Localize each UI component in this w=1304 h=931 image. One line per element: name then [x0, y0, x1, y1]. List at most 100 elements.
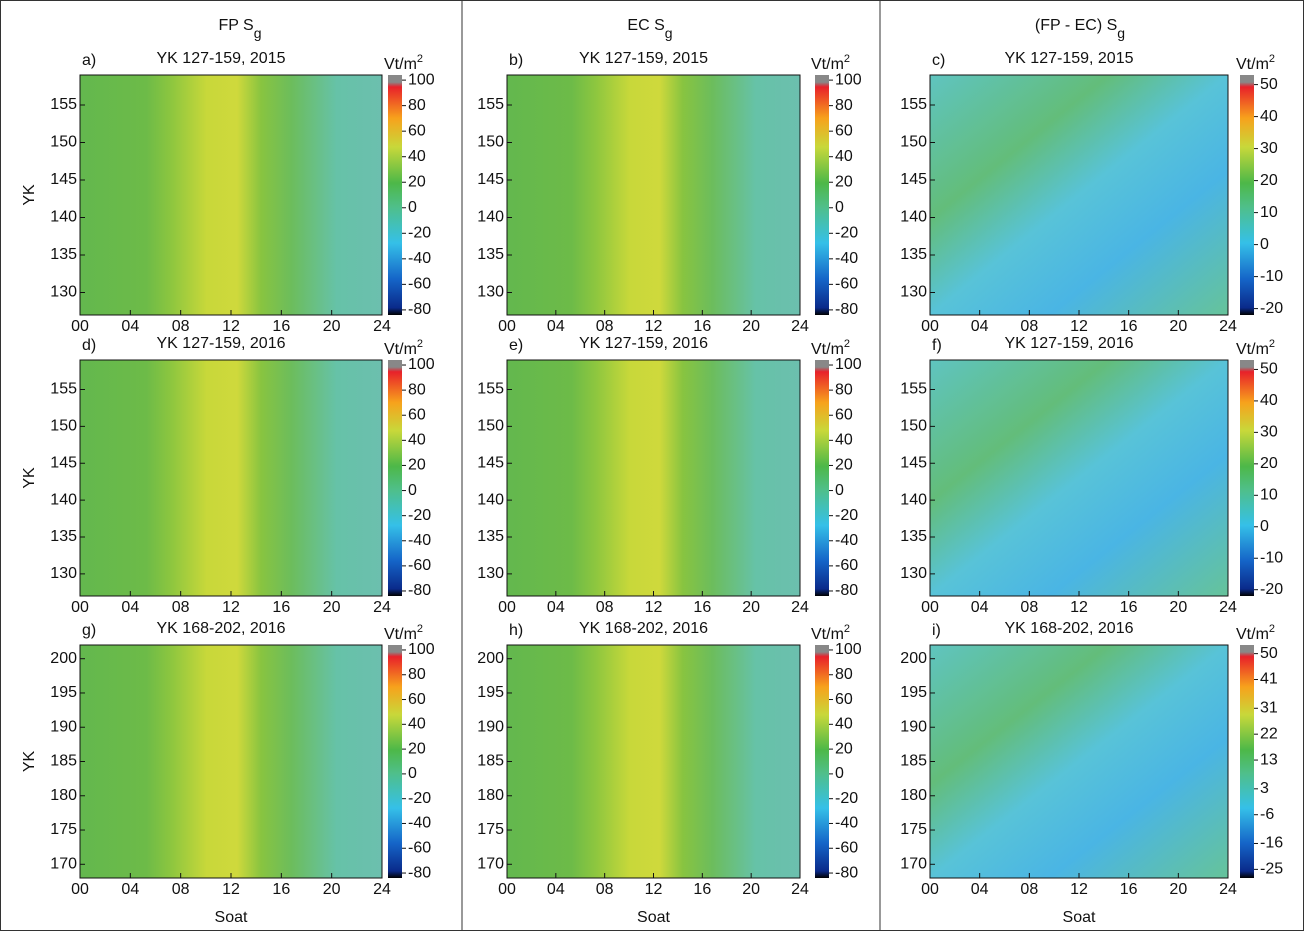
colorbar-tick-label: 80: [835, 97, 853, 114]
y-tick-label: 140: [900, 491, 927, 508]
unit-text: Vt/m: [1236, 56, 1269, 73]
colorbar-tick-label: 0: [408, 765, 417, 782]
x-tick-label: 04: [121, 318, 139, 335]
colorbar-unit: Vt/m2: [1236, 623, 1275, 643]
y-tick-label: 195: [50, 684, 77, 701]
heatmap-field: [929, 74, 1229, 316]
y-tick-label: 150: [477, 134, 504, 151]
x-tick-label: 20: [1169, 318, 1187, 335]
panel-label: i): [932, 622, 941, 639]
x-tick-label: 20: [323, 318, 341, 335]
y-tick-label: 185: [50, 753, 77, 770]
colorbar-tick-label: 30: [1260, 424, 1278, 441]
x-tick-label: 16: [272, 881, 290, 898]
colorbar-tick-label: 60: [835, 122, 853, 139]
x-tick-label: 16: [693, 881, 711, 898]
colorbar-tick-label: -20: [835, 790, 858, 807]
x-tick-label: 12: [222, 881, 240, 898]
colorbar-tick-label: -80: [835, 301, 858, 318]
unit-text: Vt/m: [1236, 341, 1269, 358]
colorbar-tick-label: 20: [1260, 455, 1278, 472]
colorbar-tick-label: 0: [835, 199, 844, 216]
colorbar-tick-label: 0: [1260, 518, 1269, 535]
header-text: EC S: [627, 17, 664, 34]
heatmap-field: [79, 359, 383, 597]
y-tick-label: 200: [477, 650, 504, 667]
colorbar-tick-label: 40: [408, 148, 426, 165]
y-tick-label: 150: [50, 418, 77, 435]
colorbar: [1240, 360, 1254, 596]
colorbar-tick-label: 31: [1260, 700, 1278, 717]
y-tick-label: 200: [900, 650, 927, 667]
colorbar-tick-label: 20: [1260, 172, 1278, 189]
y-tick-label: 145: [900, 171, 927, 188]
x-tick-label: 16: [693, 318, 711, 335]
colorbar-tick-label: -40: [408, 532, 431, 549]
colorbar-tick-label: 80: [408, 381, 426, 398]
colorbar: [815, 645, 829, 878]
x-tick-label: 24: [373, 881, 391, 898]
y-tick-label: 195: [900, 684, 927, 701]
colorbar-tick-label: -40: [408, 250, 431, 267]
x-tick-label: 00: [921, 881, 939, 898]
colorbar-tick-label: 40: [835, 432, 853, 449]
colorbar-tick-label: 100: [408, 641, 435, 658]
x-tick-label: 08: [172, 318, 190, 335]
header-sub: g: [1117, 25, 1125, 41]
colorbar-unit: Vt/m2: [384, 53, 423, 73]
y-tick-label: 140: [50, 491, 77, 508]
y-tick-label: 170: [477, 856, 504, 873]
unit-text: Vt/m: [384, 626, 417, 643]
colorbar-tick-label: 20: [835, 457, 853, 474]
colorbar-tick-label: 60: [408, 691, 426, 708]
x-tick-label: 04: [971, 881, 989, 898]
unit-text: Vt/m: [1236, 626, 1269, 643]
x-tick-label: 00: [71, 599, 89, 616]
colorbar-tick-label: 0: [408, 199, 417, 216]
x-axis-label: Soat: [637, 909, 670, 926]
x-tick-label: 00: [498, 881, 516, 898]
unit-sup: 2: [417, 53, 423, 65]
y-tick-label: 180: [477, 787, 504, 804]
header-text: (FP - EC) S: [1035, 17, 1117, 34]
colorbar-unit: Vt/m2: [384, 338, 423, 358]
x-tick-label: 08: [1020, 599, 1038, 616]
x-tick-label: 24: [791, 881, 809, 898]
x-tick-label: 08: [1020, 318, 1038, 335]
header-sub: g: [254, 25, 262, 41]
colorbar-tick-label: 80: [835, 666, 853, 683]
heatmap-field: [79, 644, 383, 879]
colorbar-unit: Vt/m2: [811, 623, 850, 643]
colorbar-tick-label: 20: [835, 740, 853, 757]
y-tick-label: 145: [477, 454, 504, 471]
colorbar-tick-label: -60: [835, 276, 858, 293]
colorbar-tick-label: 40: [1260, 108, 1278, 125]
x-tick-label: 08: [172, 881, 190, 898]
colorbar: [1240, 645, 1254, 878]
colorbar-unit: Vt/m2: [811, 338, 850, 358]
colorbar-tick-label: -25: [1260, 861, 1283, 878]
colorbar-tick-label: -60: [835, 557, 858, 574]
panel-title: YK 127-159, 2016: [1005, 335, 1134, 352]
colorbar-tick-label: -20: [835, 225, 858, 242]
x-tick-label: 24: [791, 599, 809, 616]
y-tick-label: 150: [900, 134, 927, 151]
x-tick-label: 04: [121, 599, 139, 616]
x-tick-label: 20: [742, 881, 760, 898]
colorbar-tick-label: -20: [835, 507, 858, 524]
y-tick-label: 140: [477, 209, 504, 226]
x-tick-label: 08: [1020, 881, 1038, 898]
colorbar-tick-label: 20: [835, 173, 853, 190]
y-tick-label: 135: [900, 246, 927, 263]
y-tick-label: 140: [477, 491, 504, 508]
unit-sup: 2: [417, 338, 423, 350]
colorbar-tick-label: 20: [408, 457, 426, 474]
y-tick-label: 150: [50, 134, 77, 151]
colorbar-tick-label: -80: [408, 864, 431, 881]
panel-label: e): [509, 337, 523, 354]
y-tick-label: 130: [50, 565, 77, 582]
x-tick-label: 04: [971, 318, 989, 335]
colorbar-tick-label: 10: [1260, 204, 1278, 221]
heatmap-field: [79, 74, 383, 316]
y-tick-label: 140: [900, 209, 927, 226]
